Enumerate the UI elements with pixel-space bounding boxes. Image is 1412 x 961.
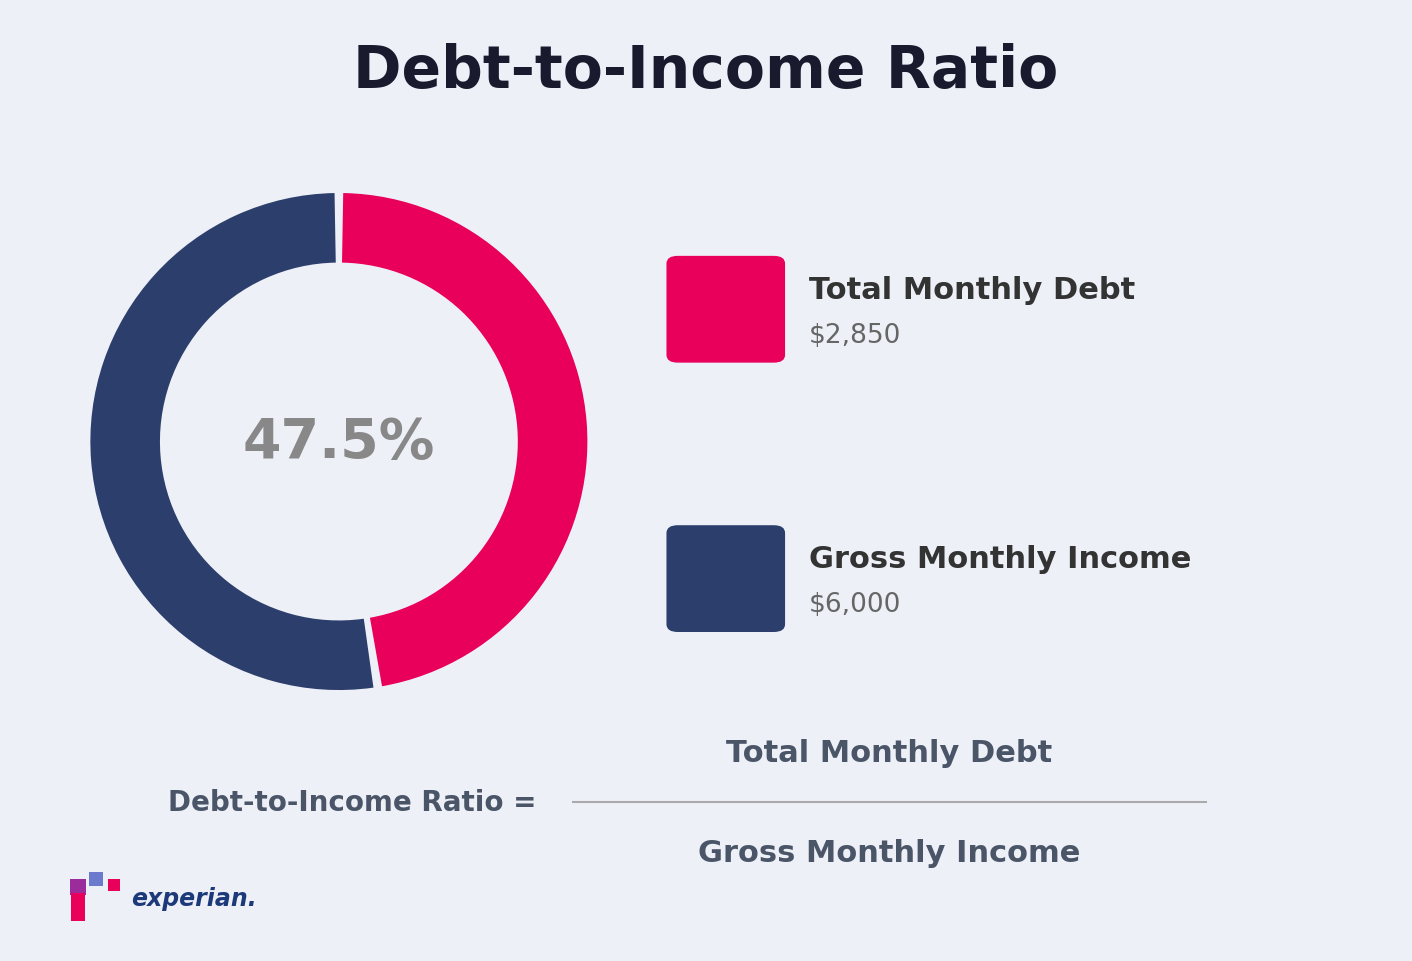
Text: Gross Monthly Income: Gross Monthly Income xyxy=(699,838,1080,867)
Point xyxy=(103,877,126,893)
Wedge shape xyxy=(90,194,373,690)
FancyBboxPatch shape xyxy=(666,257,785,363)
Point xyxy=(66,893,89,908)
Text: Debt-to-Income Ratio =: Debt-to-Income Ratio = xyxy=(168,788,537,817)
Text: experian.: experian. xyxy=(131,887,257,910)
FancyBboxPatch shape xyxy=(666,526,785,632)
Text: 47.5%: 47.5% xyxy=(243,415,435,469)
Text: Debt-to-Income Ratio: Debt-to-Income Ratio xyxy=(353,43,1059,100)
Wedge shape xyxy=(342,194,587,686)
Point xyxy=(66,906,89,922)
Text: Total Monthly Debt: Total Monthly Debt xyxy=(809,276,1135,305)
Point xyxy=(85,872,107,887)
Text: Gross Monthly Income: Gross Monthly Income xyxy=(809,545,1192,574)
Text: Total Monthly Debt: Total Monthly Debt xyxy=(726,738,1053,767)
Text: $2,850: $2,850 xyxy=(809,323,901,349)
Point xyxy=(66,879,89,895)
Text: $6,000: $6,000 xyxy=(809,592,901,618)
